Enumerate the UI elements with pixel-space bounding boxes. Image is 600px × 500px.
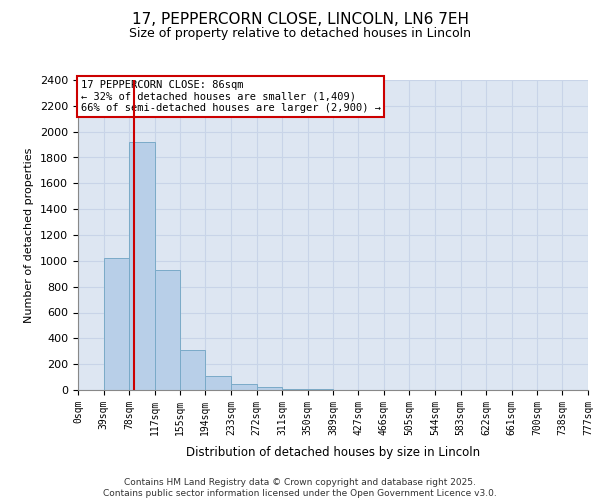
- Bar: [104, 258, 129, 390]
- Bar: [257, 387, 282, 390]
- Y-axis label: Number of detached properties: Number of detached properties: [25, 148, 34, 322]
- Text: Size of property relative to detached houses in Lincoln: Size of property relative to detached ho…: [129, 28, 471, 40]
- Text: 17 PEPPERCORN CLOSE: 86sqm
← 32% of detached houses are smaller (1,409)
66% of s: 17 PEPPERCORN CLOSE: 86sqm ← 32% of deta…: [80, 80, 380, 113]
- Bar: [180, 350, 205, 390]
- X-axis label: Distribution of detached houses by size in Lincoln: Distribution of detached houses by size …: [186, 446, 480, 459]
- Bar: [155, 270, 180, 390]
- Bar: [205, 376, 231, 390]
- Bar: [282, 388, 308, 390]
- Text: 17, PEPPERCORN CLOSE, LINCOLN, LN6 7EH: 17, PEPPERCORN CLOSE, LINCOLN, LN6 7EH: [131, 12, 469, 28]
- Text: Contains HM Land Registry data © Crown copyright and database right 2025.
Contai: Contains HM Land Registry data © Crown c…: [103, 478, 497, 498]
- Bar: [129, 142, 155, 390]
- Bar: [231, 384, 257, 390]
